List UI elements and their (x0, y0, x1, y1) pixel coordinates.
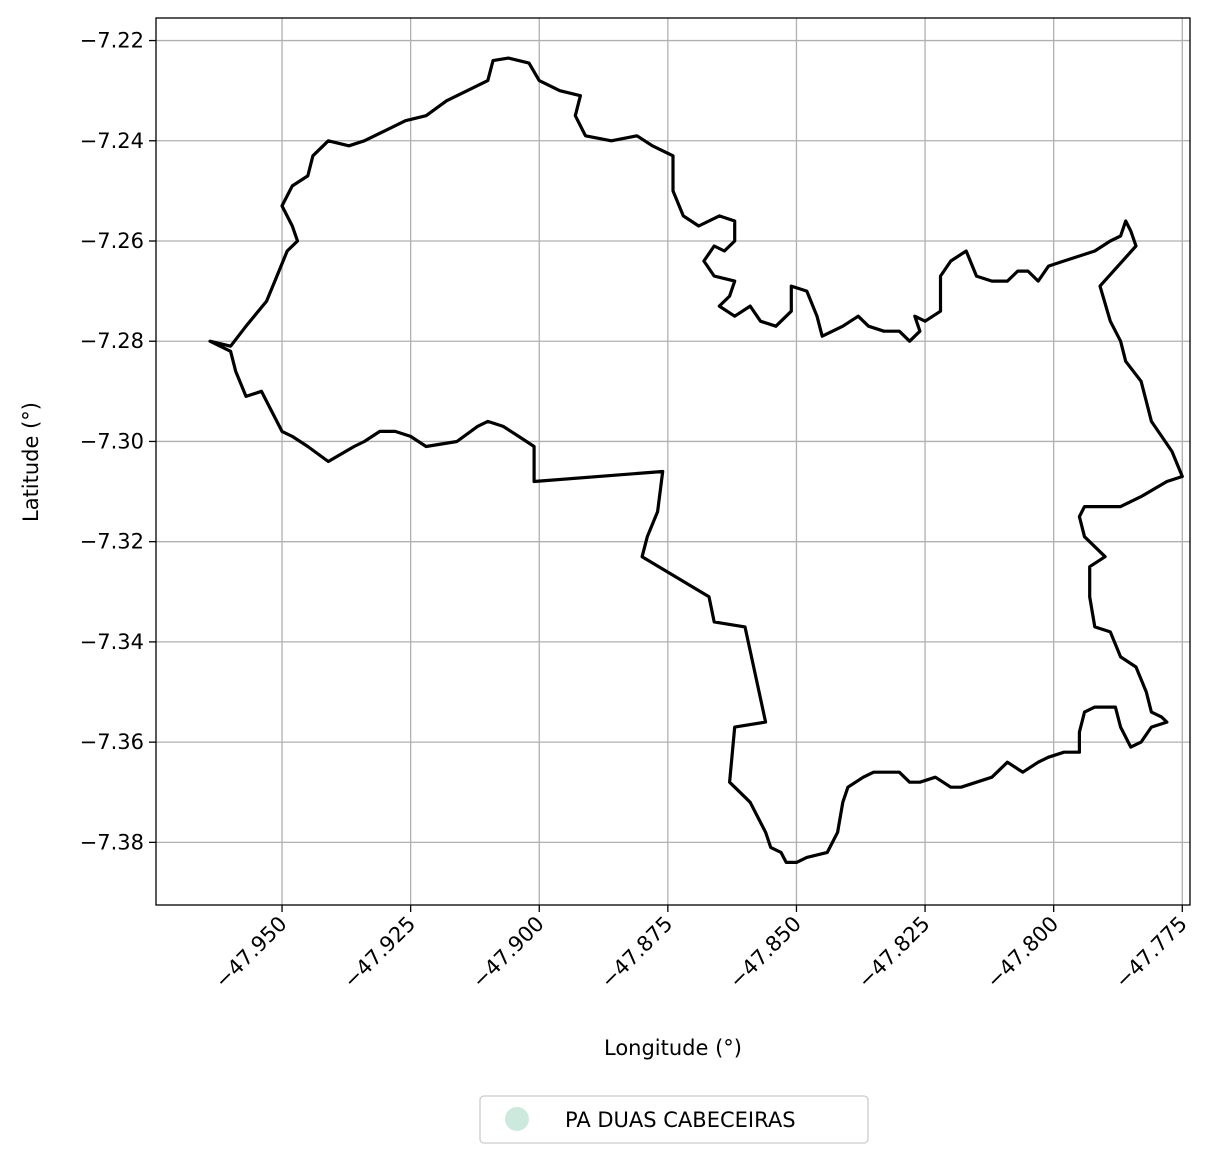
legend-box (479, 1095, 869, 1144)
y-tick-label: −7.30 (80, 429, 144, 453)
legend: PA DUAS CABECEIRAS (479, 1095, 869, 1144)
y-tick-label: −7.38 (80, 830, 144, 854)
gridlines (156, 18, 1190, 905)
y-tick-label: −7.26 (80, 229, 144, 253)
y-tick-label: −7.34 (80, 630, 144, 654)
boundary-group (208, 56, 1184, 865)
plot-frame (155, 17, 1191, 906)
y-axis-label: Latitude (°) (19, 402, 43, 522)
legend-marker (505, 1107, 529, 1131)
y-tick-label: −7.32 (80, 530, 144, 554)
boundary-polygon (208, 56, 1184, 865)
y-tick-label: −7.24 (80, 129, 144, 153)
y-axis-ticks: −7.22 −7.24 −7.26 −7.28 −7.30 −7.32 −7.34 −7.36… (80, 29, 156, 854)
legend-label: PA DUAS CABECEIRAS (565, 1108, 796, 1132)
y-tick-label: −7.36 (80, 730, 144, 754)
y-tick-label: −7.28 (80, 329, 144, 353)
x-axis-label: Longitude (°) (604, 1036, 742, 1060)
y-tick-label: −7.22 (80, 29, 144, 53)
